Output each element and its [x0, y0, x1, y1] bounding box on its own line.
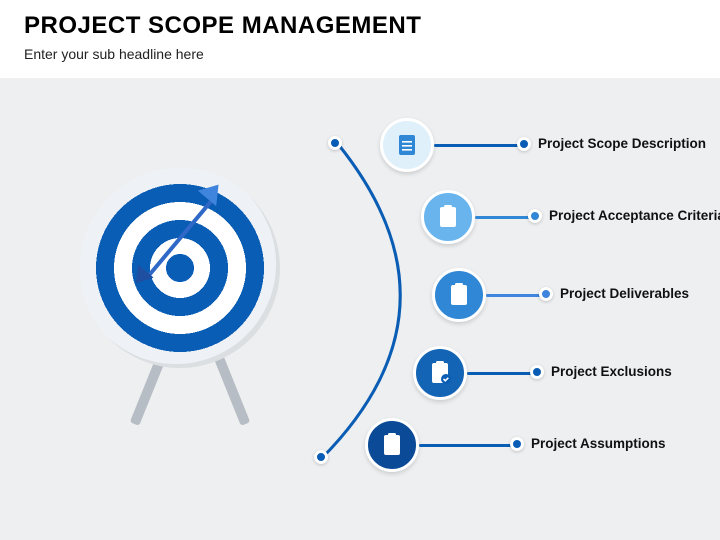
- arc-node-list: Project Scope Description Project Accepta…: [260, 118, 520, 508]
- checklist-icon: [421, 190, 475, 244]
- node-label: Project Scope Description: [538, 136, 706, 151]
- connector-endcap: [517, 137, 531, 151]
- document-icon: [380, 118, 434, 172]
- page-title: PROJECT SCOPE MANAGEMENT: [24, 12, 696, 40]
- arc-node-2: Project Deliverables: [432, 268, 486, 322]
- arc-node-4: Project Assumptions: [365, 418, 419, 472]
- list-icon: [365, 418, 419, 472]
- connector-endcap: [539, 287, 553, 301]
- connector-endcap: [528, 209, 542, 223]
- clipboard-icon: [432, 268, 486, 322]
- connector-endcap: [530, 365, 544, 379]
- header: PROJECT SCOPE MANAGEMENT Enter your sub …: [0, 0, 720, 78]
- node-label: Project Acceptance Criteria: [549, 208, 720, 223]
- arc-node-1: Project Acceptance Criteria: [421, 190, 475, 244]
- node-label: Project Exclusions: [551, 364, 672, 379]
- arc-node-0: Project Scope Description: [380, 118, 434, 172]
- connector: [419, 444, 517, 447]
- page-subtitle: Enter your sub headline here: [24, 46, 696, 62]
- connector: [467, 372, 537, 375]
- node-label: Project Assumptions: [531, 436, 666, 451]
- node-label: Project Deliverables: [560, 286, 689, 301]
- connector-endcap: [510, 437, 524, 451]
- connector: [434, 144, 524, 147]
- connector: [475, 216, 535, 219]
- connector: [486, 294, 546, 297]
- list-check-icon: [413, 346, 467, 400]
- arc-node-3: Project Exclusions: [413, 346, 467, 400]
- diagram-stage: Project Scope Description Project Accepta…: [0, 78, 720, 540]
